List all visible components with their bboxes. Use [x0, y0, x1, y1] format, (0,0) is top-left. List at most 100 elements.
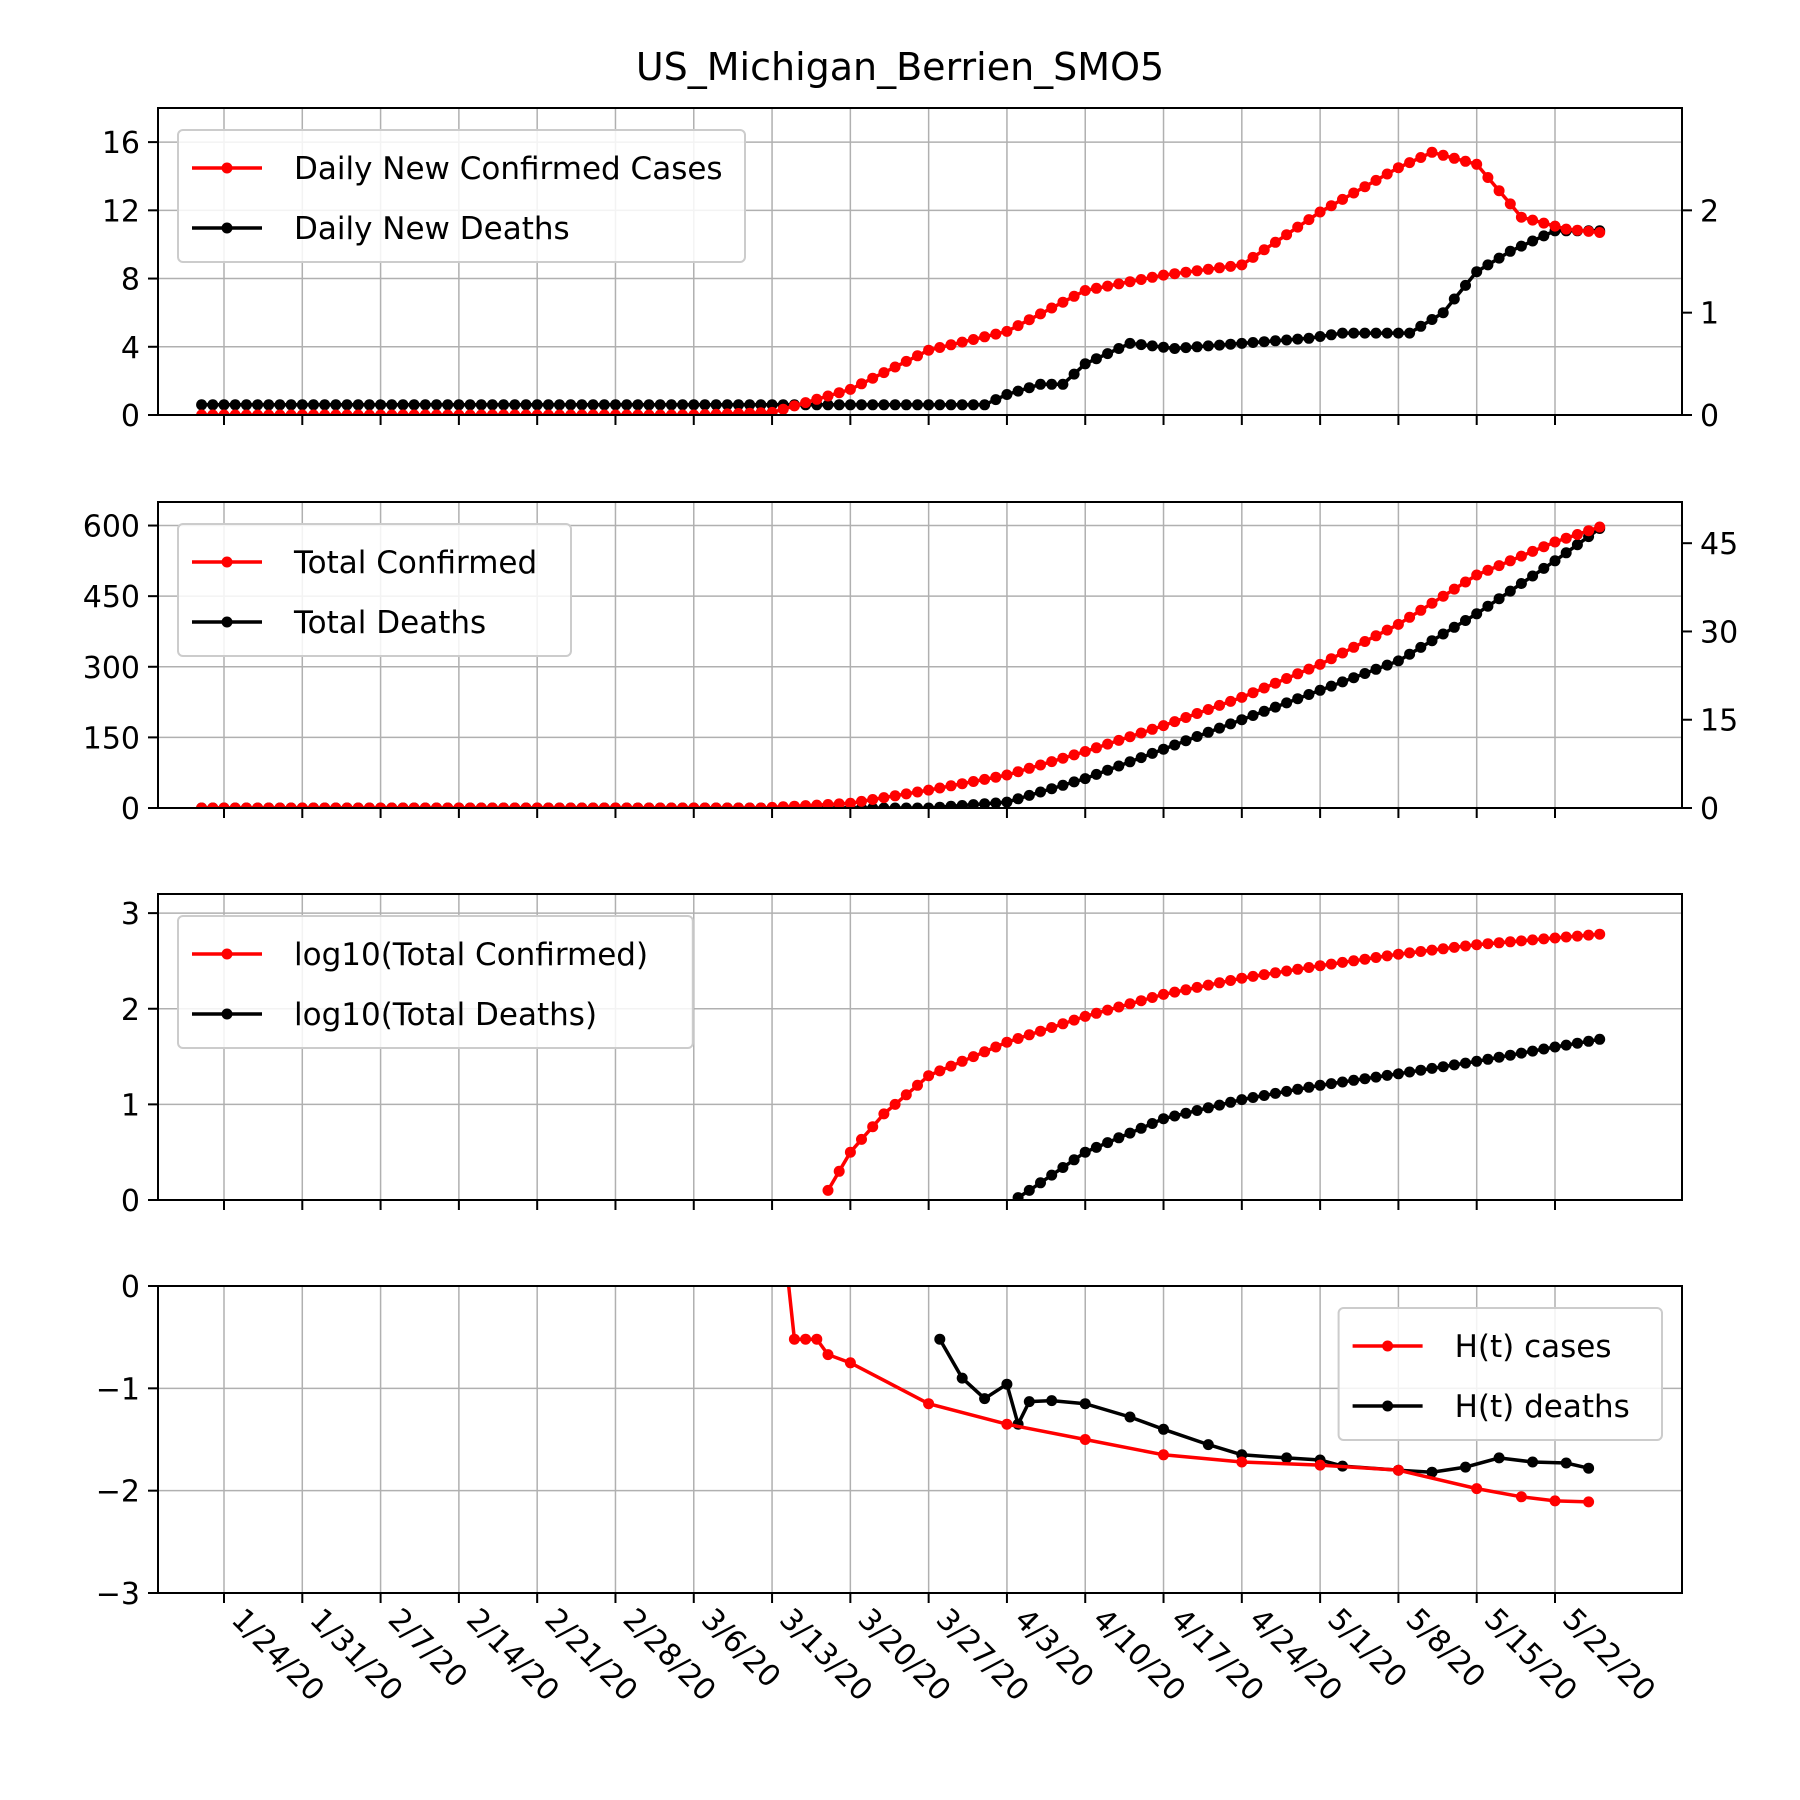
y-tick-label: 3	[121, 897, 140, 932]
data-point	[1538, 1043, 1550, 1055]
data-point	[610, 802, 621, 808]
data-point	[464, 409, 476, 415]
data-point	[554, 409, 565, 415]
legend-swatch-marker	[221, 162, 233, 174]
data-point	[1504, 198, 1516, 210]
data-point	[1214, 722, 1225, 734]
data-point	[218, 399, 230, 411]
data-point	[923, 1398, 935, 1410]
data-point	[1560, 532, 1572, 544]
data-point	[755, 399, 767, 411]
data-point	[1460, 615, 1471, 626]
data-point	[1146, 992, 1158, 1003]
data-point	[1068, 749, 1080, 761]
data-point	[1325, 680, 1337, 692]
data-point	[1225, 260, 1237, 272]
data-point	[1437, 590, 1449, 602]
data-point	[363, 399, 375, 411]
data-point	[229, 399, 241, 411]
data-point	[1515, 240, 1527, 252]
data-point	[1538, 933, 1550, 945]
legend-label: log10(Total Deaths)	[294, 997, 597, 1033]
data-point	[733, 802, 744, 808]
data-point	[643, 409, 655, 415]
data-point	[1527, 1456, 1539, 1468]
legend-swatch-marker	[1382, 1340, 1394, 1352]
series-daily-new-confirmed-cases	[196, 146, 1606, 415]
data-point	[1001, 1418, 1013, 1430]
data-point	[1504, 1049, 1516, 1061]
data-point	[710, 802, 722, 808]
data-point	[1001, 389, 1013, 400]
data-point	[229, 802, 241, 808]
data-point	[1460, 576, 1471, 588]
data-point	[1102, 1004, 1114, 1016]
data-point	[341, 409, 353, 415]
y2-tick-label: 1	[1700, 297, 1719, 332]
data-point	[811, 393, 823, 405]
data-point	[285, 409, 297, 415]
axes-frame	[157, 501, 1683, 809]
data-point	[945, 1060, 957, 1072]
data-point	[654, 409, 666, 415]
data-point	[1023, 762, 1035, 774]
data-point	[1079, 285, 1091, 296]
legend-swatch-marker	[1382, 1400, 1394, 1412]
data-point	[1035, 1025, 1046, 1037]
data-point	[889, 802, 901, 808]
data-point	[554, 802, 565, 808]
data-point	[923, 399, 935, 411]
y2-tick-label: 2	[1700, 194, 1719, 229]
data-point	[1504, 555, 1516, 567]
data-point	[1460, 279, 1471, 291]
data-point	[688, 802, 700, 808]
data-point	[1258, 969, 1270, 981]
data-point	[1214, 977, 1225, 989]
data-point	[1057, 296, 1069, 308]
data-point	[1594, 521, 1606, 533]
data-point	[1012, 1192, 1024, 1200]
data-point	[263, 802, 275, 808]
data-point	[229, 409, 241, 415]
data-point	[319, 802, 331, 808]
data-point	[341, 802, 353, 808]
data-point	[1482, 600, 1494, 612]
data-point	[1493, 185, 1505, 197]
data-point	[1191, 1105, 1203, 1116]
data-point	[1079, 1010, 1091, 1022]
data-point	[878, 792, 890, 804]
data-point	[934, 782, 946, 794]
data-point	[1124, 731, 1136, 743]
data-point	[1583, 929, 1595, 941]
data-point	[1359, 953, 1371, 965]
data-point	[1191, 708, 1203, 719]
data-point	[1035, 1177, 1046, 1189]
data-point	[1158, 269, 1169, 281]
data-point	[1281, 965, 1293, 977]
data-point	[486, 409, 498, 415]
data-point	[1057, 752, 1069, 764]
data-point	[856, 795, 867, 807]
data-point	[1068, 368, 1080, 380]
y-tick-label: 0	[121, 792, 140, 827]
data-point	[1113, 1001, 1125, 1013]
data-point	[1404, 1066, 1416, 1078]
data-point	[1583, 1462, 1595, 1474]
data-point	[912, 350, 923, 362]
data-point	[1404, 611, 1416, 623]
data-point	[1527, 934, 1539, 946]
data-point	[1325, 329, 1337, 341]
data-point	[1102, 764, 1114, 776]
data-point	[1169, 1110, 1181, 1122]
data-point	[1146, 271, 1158, 283]
data-point	[240, 399, 252, 411]
data-point	[1527, 545, 1539, 557]
data-point	[431, 802, 442, 808]
data-point	[1236, 972, 1248, 984]
data-point	[643, 399, 655, 411]
data-point	[1258, 1090, 1270, 1101]
data-point	[923, 1070, 935, 1082]
axes-frame	[157, 1285, 1683, 1594]
data-point	[375, 802, 387, 808]
data-point	[744, 407, 756, 415]
